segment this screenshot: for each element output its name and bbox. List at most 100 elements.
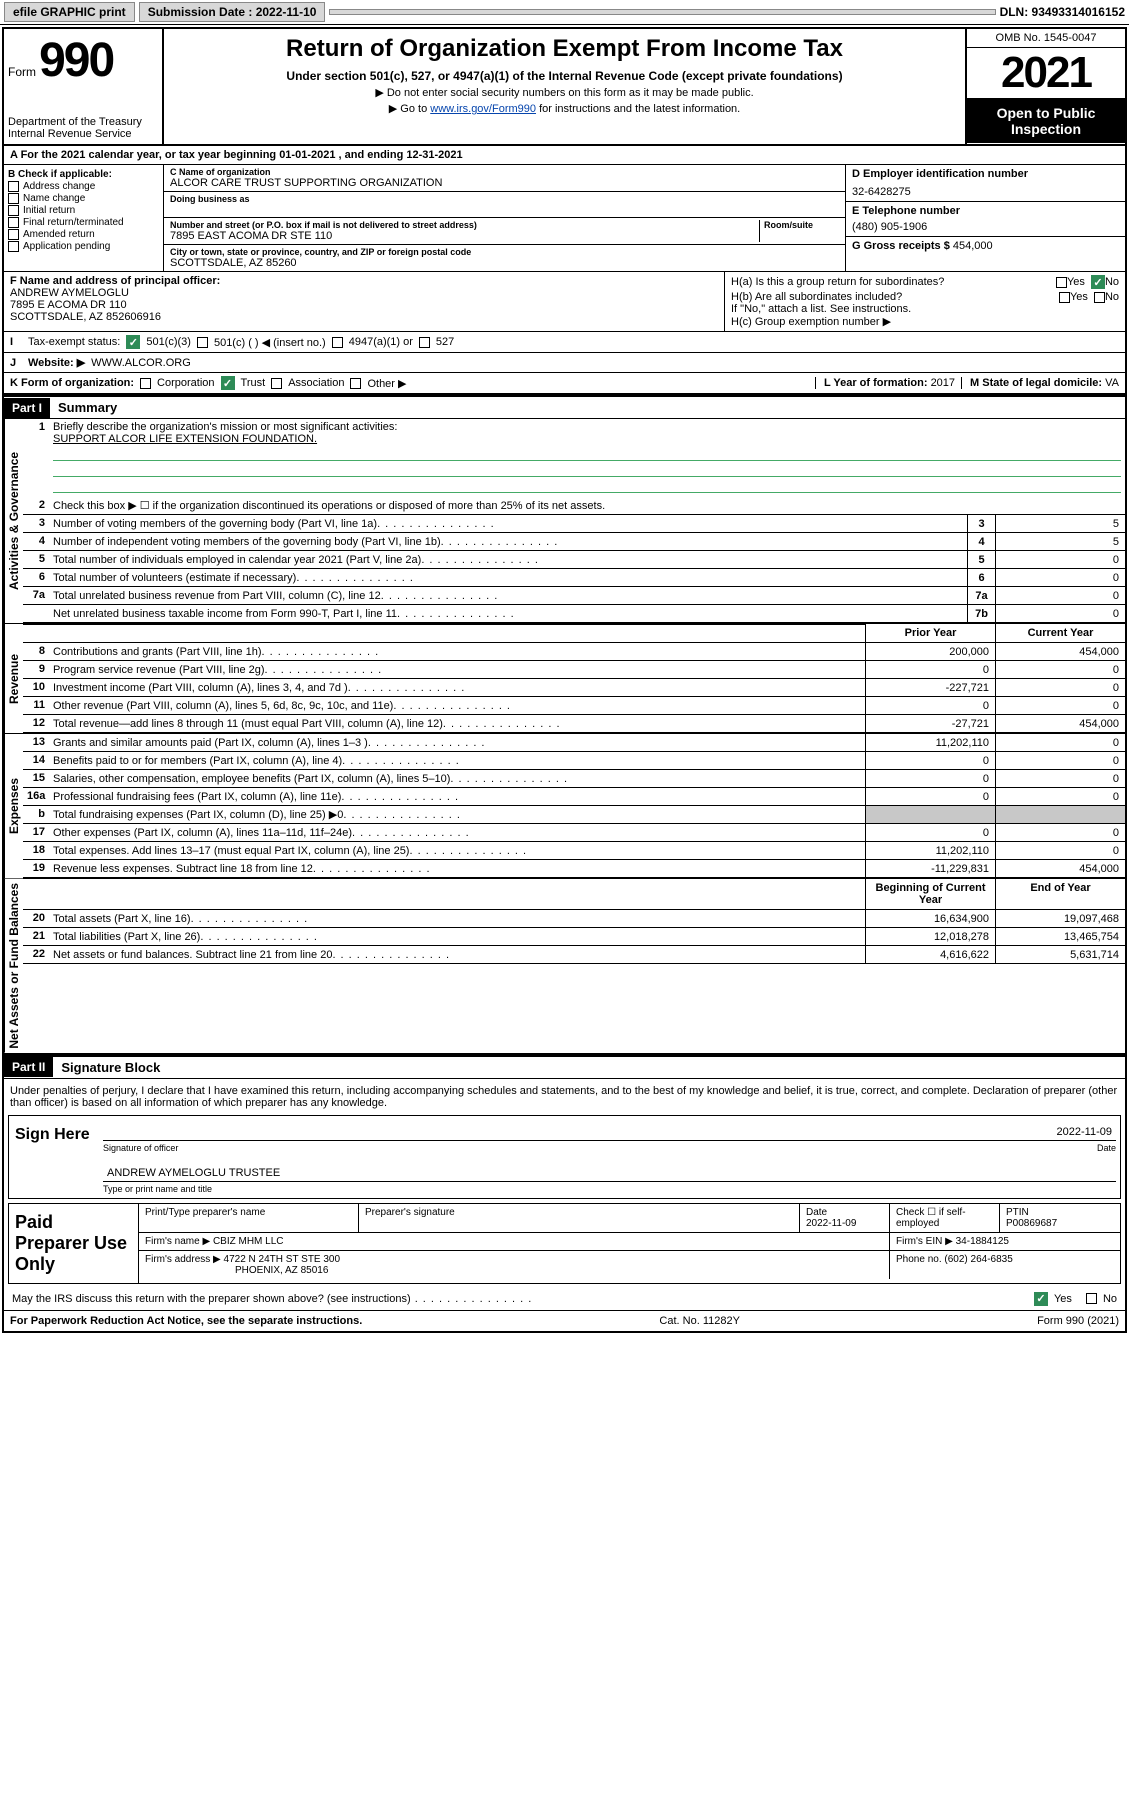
summary-row: 14 Benefits paid to or for members (Part… bbox=[23, 752, 1125, 770]
chk-address-change[interactable] bbox=[8, 181, 19, 192]
row-value: 0 bbox=[995, 605, 1125, 622]
vtab-governance: Activities & Governance bbox=[4, 419, 23, 623]
city-state-zip: SCOTTSDALE, AZ 85260 bbox=[170, 257, 839, 269]
summary-row: 10 Investment income (Part VIII, column … bbox=[23, 679, 1125, 697]
col-current-year: Current Year bbox=[995, 624, 1125, 642]
row-prior: 12,018,278 bbox=[865, 928, 995, 945]
lbl-4947: 4947(a)(1) or bbox=[349, 336, 413, 348]
summary-row: 5 Total number of individuals employed i… bbox=[23, 551, 1125, 569]
row-num: 17 bbox=[23, 824, 49, 841]
footer-right: Form 990 (2021) bbox=[1037, 1315, 1119, 1327]
summary-row: 11 Other revenue (Part VIII, column (A),… bbox=[23, 697, 1125, 715]
ptin-label: PTIN bbox=[1006, 1207, 1114, 1218]
summary-row: b Total fundraising expenses (Part IX, c… bbox=[23, 806, 1125, 824]
section-b-label: B Check if applicable: bbox=[8, 169, 159, 180]
section-j: J Website: ▶ WWW.ALCOR.ORG bbox=[4, 353, 1125, 373]
q1-label: Briefly describe the organization's miss… bbox=[53, 421, 1121, 433]
firm-addr-label: Firm's address ▶ bbox=[145, 1254, 221, 1265]
officer-label: F Name and address of principal officer: bbox=[10, 275, 718, 287]
summary-row: 7a Total unrelated business revenue from… bbox=[23, 587, 1125, 605]
row-current: 454,000 bbox=[995, 715, 1125, 732]
sig-officer-line[interactable] bbox=[107, 1126, 1057, 1138]
chk-4947[interactable] bbox=[332, 337, 343, 348]
irs-link[interactable]: www.irs.gov/Form990 bbox=[430, 103, 536, 115]
row-prior: -27,721 bbox=[865, 715, 995, 732]
chk-discuss-no[interactable] bbox=[1086, 1293, 1097, 1304]
sig-name-value: ANDREW AYMELOGLU TRUSTEE bbox=[107, 1167, 280, 1179]
row-text: Total expenses. Add lines 13–17 (must eq… bbox=[49, 842, 865, 859]
row-current: 0 bbox=[995, 661, 1125, 678]
year-form-label: L Year of formation: bbox=[824, 377, 928, 389]
summary-row: 20 Total assets (Part X, line 16) 16,634… bbox=[23, 910, 1125, 928]
chk-corp[interactable] bbox=[140, 378, 151, 389]
i-letter: I bbox=[10, 336, 22, 348]
ein-label: D Employer identification number bbox=[852, 168, 1119, 180]
summary-row: 13 Grants and similar amounts paid (Part… bbox=[23, 734, 1125, 752]
ptin-value: P00869687 bbox=[1006, 1218, 1114, 1229]
chk-name-change[interactable] bbox=[8, 193, 19, 204]
chk-hb-no[interactable] bbox=[1094, 292, 1105, 303]
footer-mid: Cat. No. 11282Y bbox=[659, 1315, 740, 1327]
firm-addr2-value: PHOENIX, AZ 85016 bbox=[145, 1265, 883, 1276]
gross-receipts-value: 454,000 bbox=[953, 240, 993, 252]
lbl-501c3: 501(c)(3) bbox=[146, 336, 191, 348]
q2-text: Check this box ▶ ☐ if the organization d… bbox=[49, 497, 1125, 514]
year-form-value: 2017 bbox=[931, 377, 955, 389]
chk-hb-yes[interactable] bbox=[1059, 292, 1070, 303]
row-num: 6 bbox=[23, 569, 49, 586]
row-num: 7a bbox=[23, 587, 49, 604]
submission-date-button[interactable]: Submission Date : 2022-11-10 bbox=[139, 2, 326, 22]
lbl-ha-no: No bbox=[1105, 276, 1119, 288]
chk-discuss-yes[interactable]: ✓ bbox=[1034, 1292, 1048, 1306]
row-num: 22 bbox=[23, 946, 49, 963]
gross-receipts-label: G Gross receipts $ bbox=[852, 240, 950, 252]
lbl-hb-no: No bbox=[1105, 291, 1119, 303]
chk-527[interactable] bbox=[419, 337, 430, 348]
row-prior: 0 bbox=[865, 697, 995, 714]
row-text: Professional fundraising fees (Part IX, … bbox=[49, 788, 865, 805]
chk-501c[interactable] bbox=[197, 337, 208, 348]
summary-row: 6 Total number of volunteers (estimate i… bbox=[23, 569, 1125, 587]
chk-final-return[interactable] bbox=[8, 217, 19, 228]
officer-addr2: SCOTTSDALE, AZ 852606916 bbox=[10, 311, 718, 323]
chk-initial-return[interactable] bbox=[8, 205, 19, 216]
row-value: 5 bbox=[995, 533, 1125, 550]
form-footer: For Paperwork Reduction Act Notice, see … bbox=[4, 1310, 1125, 1331]
section-a-tax-year: A For the 2021 calendar year, or tax yea… bbox=[4, 146, 1125, 165]
row-text: Total revenue—add lines 8 through 11 (mu… bbox=[49, 715, 865, 732]
chk-app-pending[interactable] bbox=[8, 241, 19, 252]
firm-name-value: CBIZ MHM LLC bbox=[213, 1236, 284, 1247]
org-name-label: C Name of organization bbox=[170, 167, 839, 177]
dba-label: Doing business as bbox=[170, 194, 839, 204]
chk-assoc[interactable] bbox=[271, 378, 282, 389]
prep-date-value: 2022-11-09 bbox=[806, 1218, 883, 1229]
lbl-527: 527 bbox=[436, 336, 454, 348]
firm-ein-label: Firm's EIN ▶ bbox=[896, 1236, 953, 1247]
section-c: C Name of organization ALCOR CARE TRUST … bbox=[164, 165, 845, 271]
row-text: Total liabilities (Part X, line 26) bbox=[49, 928, 865, 945]
summary-row: 22 Net assets or fund balances. Subtract… bbox=[23, 946, 1125, 964]
row-num: 13 bbox=[23, 734, 49, 751]
row-current: 0 bbox=[995, 679, 1125, 696]
phone-label: E Telephone number bbox=[852, 205, 1119, 217]
row-num: 15 bbox=[23, 770, 49, 787]
firm-addr1-value: 4722 N 24TH ST STE 300 bbox=[224, 1254, 341, 1265]
row-num: 9 bbox=[23, 661, 49, 678]
row-prior: -11,229,831 bbox=[865, 860, 995, 877]
chk-other[interactable] bbox=[350, 378, 361, 389]
row-value: 0 bbox=[995, 587, 1125, 604]
chk-ha-yes[interactable] bbox=[1056, 277, 1067, 288]
efile-button[interactable]: efile GRAPHIC print bbox=[4, 2, 135, 22]
chk-501c3[interactable]: ✓ bbox=[126, 335, 140, 349]
vtab-net-assets: Net Assets or Fund Balances bbox=[4, 879, 23, 1053]
form-number: 990 bbox=[39, 34, 113, 87]
chk-amended[interactable] bbox=[8, 229, 19, 240]
right-info-col: D Employer identification number 32-6428… bbox=[845, 165, 1125, 271]
prep-self-employed: Check ☐ if self-employed bbox=[890, 1204, 1000, 1232]
goto-note: ▶ Go to www.irs.gov/Form990 for instruct… bbox=[170, 102, 959, 115]
chk-trust[interactable]: ✓ bbox=[221, 376, 235, 390]
row-num bbox=[23, 605, 49, 622]
row-text: Revenue less expenses. Subtract line 18 … bbox=[49, 860, 865, 877]
chk-ha-no[interactable]: ✓ bbox=[1091, 275, 1105, 289]
footer-left: For Paperwork Reduction Act Notice, see … bbox=[10, 1315, 362, 1327]
